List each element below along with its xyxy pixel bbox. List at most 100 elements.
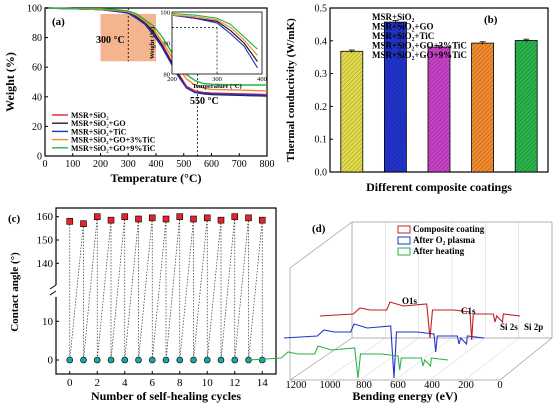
inset-x-tick-1: 300: [212, 76, 222, 83]
panel-b-label: (b): [484, 14, 498, 26]
y-tick-label-3: 0.3: [315, 69, 328, 80]
y-tick-label-0: 0: [37, 152, 42, 163]
legend-entry-4: MSR+SiO₂+GO+9%TiC: [71, 144, 156, 153]
annotation-550c: 550 °C: [190, 96, 219, 107]
x-tick-label-7: 700: [232, 159, 247, 170]
axis-break-icon: [49, 284, 57, 296]
x-tick-label-6: 0: [497, 380, 502, 391]
high-point-13: [245, 214, 252, 222]
x-tick-label-4: 400: [149, 159, 164, 170]
bar-hatch-2: [428, 47, 450, 173]
series-line-3: [44, 7, 268, 92]
y-tick-label-1: 20: [32, 122, 42, 133]
panel-c-ticks: 0 2 4 6 8 10 12 14 140 150 160 0 10: [37, 211, 269, 389]
y-tick-label-2: 0.2: [315, 102, 328, 113]
legend-entry-4: MSR+SiO₂+GO+9%TiC: [372, 50, 467, 60]
y-tick-label-4: 0.4: [315, 36, 328, 47]
panel-a-y-label: Weight (%): [3, 52, 17, 112]
low-point-7: [66, 356, 74, 364]
legend-swatch-0: [397, 225, 411, 234]
peak-label-c1s: C1s: [461, 306, 476, 316]
panel-a-series: [44, 7, 268, 97]
high-point-8: [176, 213, 184, 220]
x-tick-label-6: 600: [204, 159, 219, 170]
legend-entry-2: MSR+SiO₂+TiC: [372, 31, 434, 41]
panel-d-x-ticks: 1200 1000 800 600 400 200 0: [286, 380, 503, 391]
legend-entry-2: After heating: [413, 246, 465, 256]
panel-c-connectors: [69, 216, 263, 361]
connector-up-5: [138, 217, 153, 361]
spectrum-2: [247, 345, 449, 379]
inset-y-tick-1: 90: [164, 41, 171, 48]
floor-grid-5: [464, 337, 519, 381]
legend-swatch-2: [397, 247, 411, 256]
bar-hatch-1: [384, 22, 407, 172]
connector-up-8: [179, 218, 194, 361]
panel-c-label: (c): [8, 213, 21, 225]
panel-a-x-ticks: 0 100 200 300 400 500 600 700 800: [43, 153, 275, 170]
high-point-9: [190, 215, 197, 223]
panel-a-inset: 200 300 400 80 90 100 Temperature (°C) Weight…: [149, 10, 267, 91]
spectrum-1: [283, 323, 485, 379]
low-point-12: [203, 356, 211, 364]
floor-grid-1: [324, 337, 386, 381]
x-tick-label-1: 100: [65, 159, 80, 170]
high-point-11: [217, 216, 225, 224]
connector-up-13: [248, 220, 263, 361]
panel-c-y-label: Contact angle (°): [9, 252, 21, 332]
annotation-300c: 300 °C: [96, 35, 125, 46]
low-point-13: [231, 356, 239, 364]
y-tick-label-3: 60: [32, 63, 42, 74]
legend-entry-0: Composite coating: [413, 224, 485, 234]
legend-entry-3: MSR+SiO₂+GO+3%TiC: [71, 136, 156, 145]
y-tick-label-0: 0.0: [315, 168, 328, 179]
panel-a-legend: MSR+SiO₂MSR+SiO₂+GOMSR+SiO₂+TiCMSR+SiO₂+…: [52, 111, 156, 153]
x-tick-label-1: 1000: [320, 380, 341, 391]
panel-b-legend: MSR+SiO₂MSR+SiO₂+GOMSR+SiO₂+TiCMSR+SiO₂+…: [372, 12, 467, 60]
inset-series-line-4: [171, 13, 258, 50]
connector-up-0: [69, 223, 84, 361]
panel-c: 0 2 4 6 8 10 12 14 140 150 160 0 10 (c) Number of se…: [8, 207, 277, 403]
connector-up-3: [110, 216, 126, 361]
legend-entry-1: MSR+SiO₂+GO: [372, 22, 433, 32]
low-point-11: [176, 356, 184, 364]
panel-b: 0.00.10.20.30.40.5 (b) MSR+SiO₂MSR+SiO₂+…: [285, 4, 549, 194]
x-tick-label-0: 1200: [286, 380, 307, 391]
x-tick-label-5: 200: [458, 380, 474, 391]
high-point-0: [66, 218, 74, 225]
y-lower-tick-label-1: 10: [42, 316, 54, 328]
panel-b-y-ticks: 0.0 0.1 0.2 0.3 0.4 0.5: [315, 4, 333, 179]
inset-x-tick-2: 400: [257, 76, 267, 83]
inset-y-tick-2: 100: [160, 10, 170, 17]
connector-up-9: [193, 217, 208, 361]
y-tick-label-2: 40: [32, 92, 42, 103]
inset-y-label: Weight (%): [149, 27, 156, 59]
spectrum-0: [319, 301, 521, 341]
panel-d-3d-box: [289, 221, 553, 381]
x-tick-label-2: 4: [122, 377, 128, 389]
y-tick-label-5: 0.5: [315, 4, 328, 15]
low-point-2: [135, 356, 142, 364]
connector-up-4: [124, 218, 139, 361]
legend-entry-2: MSR+SiO₂+TiC: [71, 127, 127, 136]
connector-up-11: [220, 216, 236, 361]
x-tick-label-5: 10: [202, 377, 214, 389]
y-lower-tick-label-0: 0: [48, 355, 54, 367]
floor-grid-4: [429, 337, 486, 381]
inset-y-tick-0: 80: [164, 72, 171, 79]
high-point-14: [258, 216, 266, 224]
high-point-5: [135, 215, 142, 223]
panel-b-x-label: Different composite coatings: [366, 180, 512, 194]
inset-series-line-3: [171, 14, 258, 56]
y-upper-tick-label-0: 140: [37, 258, 54, 270]
series-line-4: [44, 7, 267, 86]
peak-label-si2s: Si 2s: [500, 322, 518, 332]
x-tick-label-8: 800: [260, 159, 275, 170]
x-tick-label-6: 12: [229, 377, 240, 389]
y-tick-label-5: 100: [27, 4, 42, 15]
low-point-9: [121, 356, 129, 364]
inset-ticks: 200 300 400 80 90 100: [160, 10, 267, 84]
y-tick-label-4: 80: [32, 33, 42, 44]
high-point-2: [93, 213, 101, 220]
